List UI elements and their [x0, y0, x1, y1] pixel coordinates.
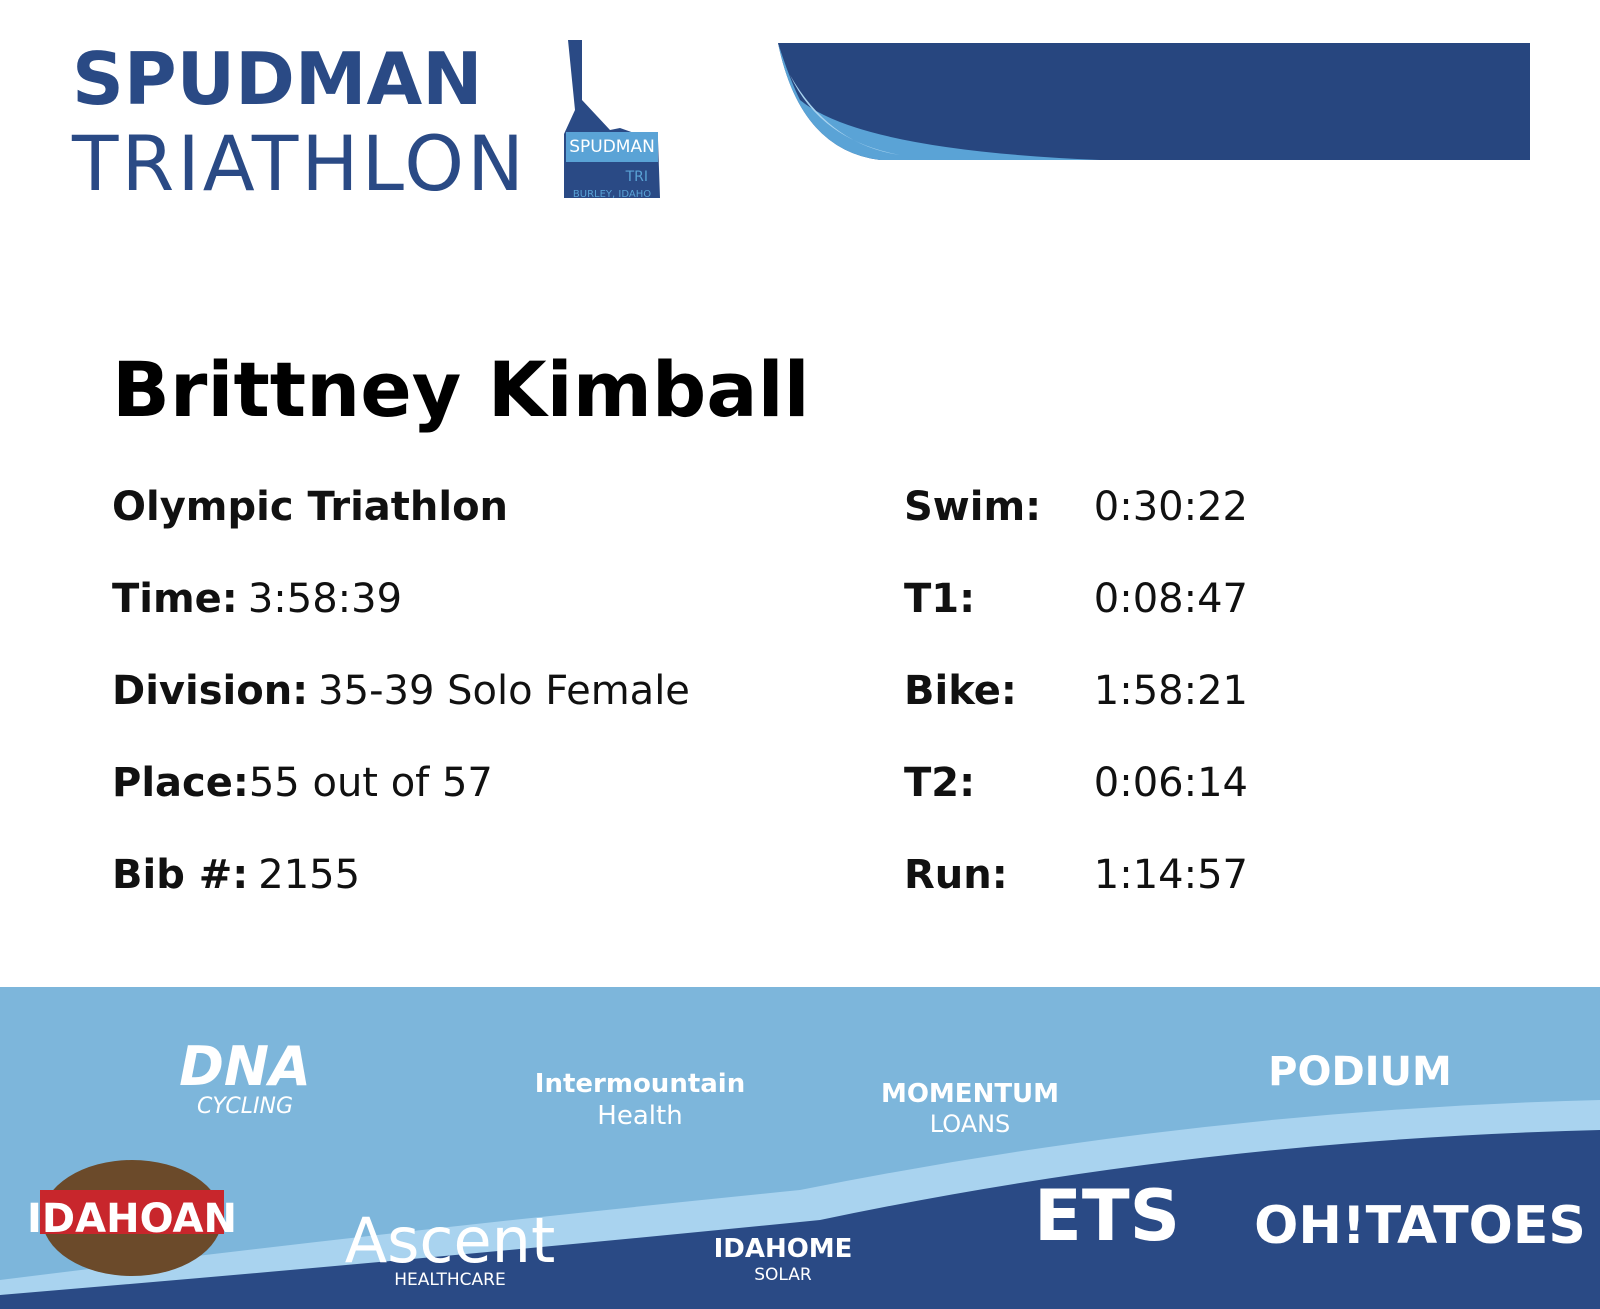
- badge-name: SPUDMAN: [569, 137, 655, 157]
- sponsor-badge: [40, 1190, 224, 1234]
- sponsor-subtitle: CYCLING: [197, 1094, 293, 1119]
- badge-band: [566, 132, 658, 162]
- sponsor-subtitle: SOLAR: [754, 1265, 812, 1285]
- sponsor-name: OH!TATOES: [1254, 1196, 1586, 1256]
- athlete-name: Brittney Kimball: [112, 345, 810, 434]
- detail-row: Place:55 out of 57: [112, 760, 493, 806]
- sponsor-name: IDAHOME: [714, 1234, 853, 1264]
- logo-title: SPUDMAN: [72, 37, 482, 121]
- detail-row: Division: 35-39 Solo Female: [112, 668, 690, 714]
- sponsor-subtitle: LOANS: [930, 1110, 1011, 1138]
- detail-value: 3:58:39: [248, 576, 402, 622]
- split-value: 1:14:57: [1094, 852, 1248, 898]
- split-label: Bike:: [904, 668, 1017, 714]
- logo-subtitle: TRIATHLON: [71, 119, 524, 208]
- sponsor-name: Ascent: [345, 1204, 556, 1277]
- sponsor-name: DNA: [179, 1035, 311, 1098]
- details: Time: 3:58:39 Division: 35-39 Solo Female Pl…: [112, 576, 690, 898]
- sponsor-name: Intermountain: [535, 1069, 745, 1099]
- splits: Swim: 0:30:22 T1: 0:08:47 Bike: 1:58:21 T2: 0:0…: [904, 484, 1248, 898]
- sponsor-name: ETS: [1034, 1175, 1180, 1257]
- sponsor-name: IDAHOAN: [27, 1196, 237, 1242]
- split-label: Swim:: [904, 484, 1041, 530]
- wave: [0, 1130, 1600, 1309]
- detail-value: 35-39 Solo Female: [318, 668, 690, 714]
- banner: [778, 43, 1530, 160]
- split-value: 0:06:14: [1094, 760, 1248, 806]
- sponsor-subtitle: Health: [597, 1101, 682, 1131]
- split-value: 0:30:22: [1094, 484, 1248, 530]
- detail-row: Bib #: 2155: [112, 852, 360, 898]
- banner-stripe: [778, 43, 1100, 160]
- race-name: Olympic Triathlon: [112, 484, 508, 530]
- detail-row: Time: 3:58:39: [112, 576, 402, 622]
- sponsor-name: PODIUM: [1268, 1049, 1452, 1095]
- split-label: T1:: [904, 576, 975, 622]
- detail-value: 55 out of 57: [249, 760, 493, 806]
- sponsor-subtitle: HEALTHCARE: [394, 1270, 506, 1290]
- detail-label: Place:: [112, 760, 249, 806]
- badge-place: BURLEY, IDAHO: [573, 189, 651, 200]
- sponsor-name: MOMENTUM: [881, 1079, 1059, 1109]
- badge-tag: TRI: [625, 169, 648, 185]
- split-value: 1:58:21: [1094, 668, 1248, 714]
- detail-label: Bib #:: [112, 852, 248, 898]
- detail-label: Time:: [112, 576, 238, 622]
- detail-label: Division:: [112, 668, 308, 714]
- split-label: T2:: [904, 760, 975, 806]
- detail-value: 2155: [258, 852, 360, 898]
- split-value: 0:08:47: [1094, 576, 1248, 622]
- split-label: Run:: [904, 852, 1008, 898]
